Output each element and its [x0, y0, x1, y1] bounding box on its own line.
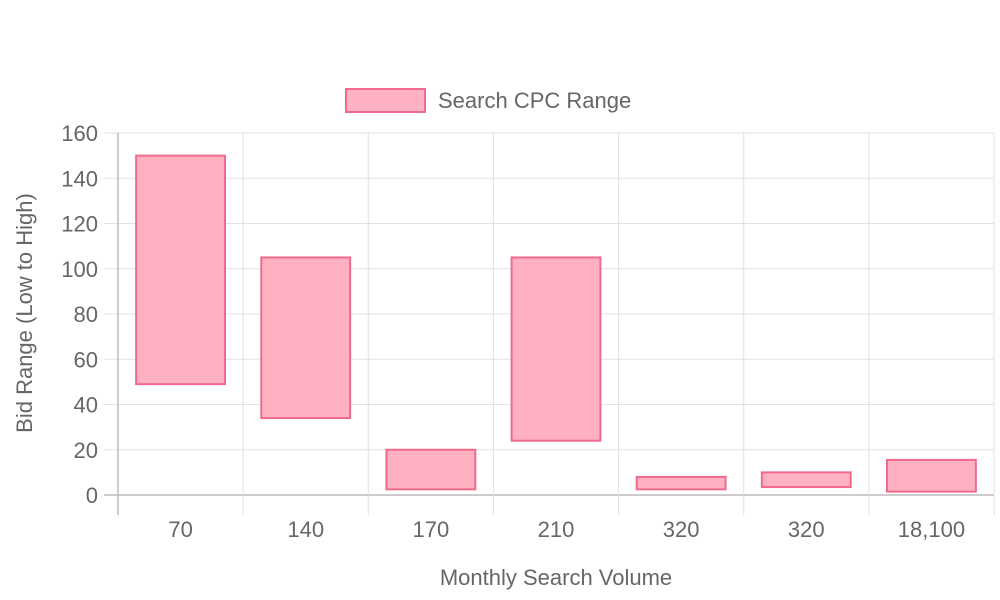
x-tick-label: 170 — [412, 517, 449, 542]
y-tick-label: 60 — [74, 347, 98, 372]
x-tick-label: 70 — [168, 517, 192, 542]
y-tick-label: 40 — [74, 393, 98, 418]
range-bar[interactable] — [135, 154, 226, 386]
range-bar[interactable] — [510, 256, 602, 442]
y-tick-label: 0 — [86, 483, 98, 508]
y-tick-label: 120 — [61, 212, 98, 237]
legend-swatch — [345, 88, 426, 113]
y-tick-label: 80 — [74, 302, 98, 327]
x-axis-label: Monthly Search Volume — [440, 565, 672, 590]
legend-label: Search CPC Range — [438, 88, 631, 113]
range-bar[interactable] — [385, 448, 477, 491]
y-axis-label: Bid Range (Low to High) — [12, 193, 37, 433]
range-bar[interactable] — [635, 475, 727, 491]
x-tick-label: 18,100 — [898, 517, 965, 542]
y-tick-labels: 0 20 40 60 80 100 120 140 160 — [61, 121, 98, 508]
y-tick-label: 140 — [61, 166, 98, 191]
range-bar[interactable] — [886, 458, 977, 493]
bars — [135, 154, 977, 493]
y-tick-label: 20 — [74, 438, 98, 463]
y-tick-label: 160 — [61, 121, 98, 146]
range-bar[interactable] — [760, 471, 852, 489]
x-tick-label: 320 — [663, 517, 700, 542]
y-tick-label: 100 — [61, 257, 98, 282]
x-tick-label: 210 — [538, 517, 575, 542]
x-tick-label: 140 — [287, 517, 324, 542]
range-bar[interactable] — [260, 256, 352, 420]
legend[interactable]: Search CPC Range — [345, 88, 631, 113]
x-tick-label: 320 — [788, 517, 825, 542]
x-tick-labels: 70 140 170 210 320 320 18,100 — [168, 517, 965, 542]
